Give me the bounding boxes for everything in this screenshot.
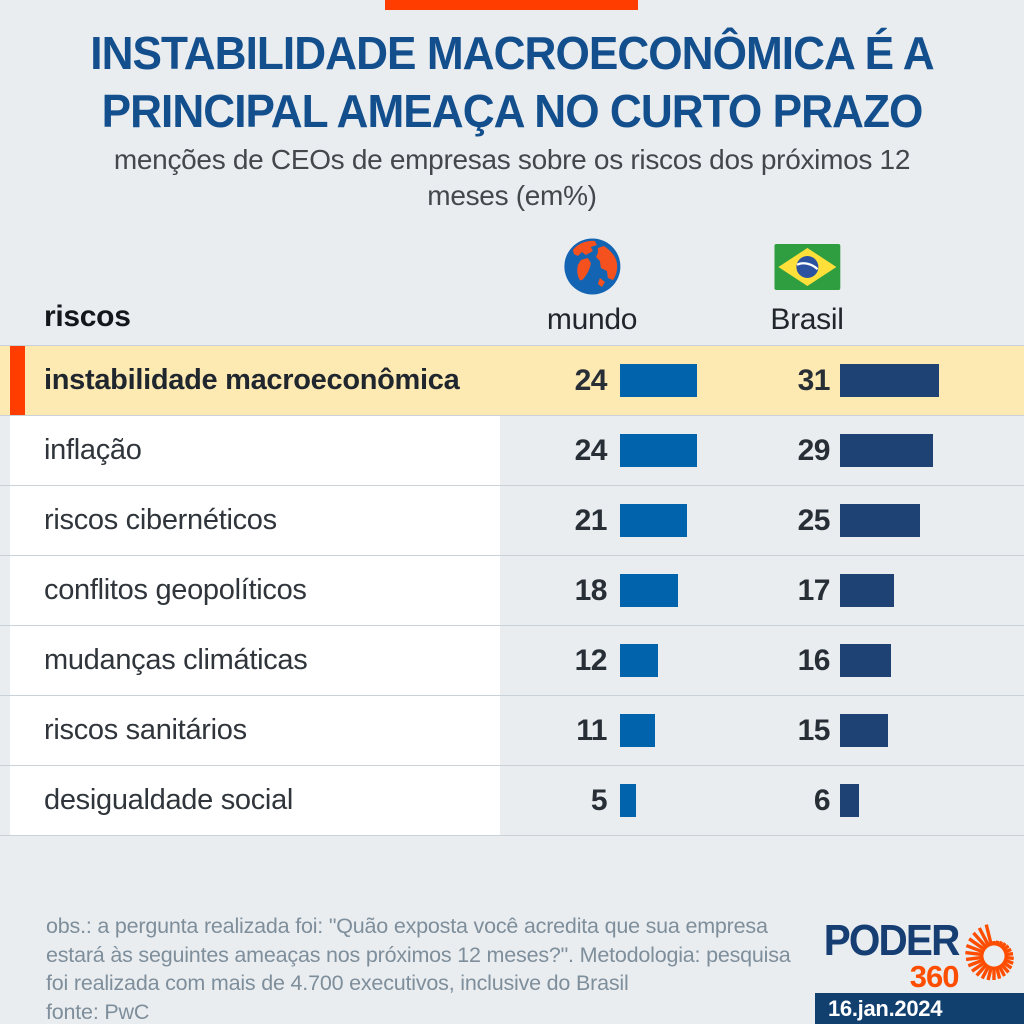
brazil-bar xyxy=(840,434,933,467)
subtitle-line-1: menções de CEOs de empresas sobre os ris… xyxy=(113,144,911,175)
world-bar xyxy=(620,434,697,467)
risk-label: conflitos geopolíticos xyxy=(10,556,500,625)
table-row: inflação 24 29 xyxy=(0,415,1024,485)
table-row: instabilidade macroeconômica 24 31 xyxy=(0,345,1024,415)
footnote-line-3: foi realizada com mais de 4.700 executiv… xyxy=(46,971,629,995)
world-value: 21 xyxy=(574,503,608,537)
date-badge: 16.jan.2024 xyxy=(815,993,1024,1024)
risk-label: instabilidade macroeconômica xyxy=(44,364,460,396)
poder360-logo: PODER 360 xyxy=(812,916,1024,994)
brazil-bar xyxy=(840,714,888,747)
world-bar xyxy=(620,714,655,747)
world-value: 18 xyxy=(574,573,608,607)
risk-label: inflação xyxy=(10,416,500,485)
world-bar xyxy=(620,364,697,397)
risk-label: desigualdade social xyxy=(10,766,500,835)
risk-label: mudanças climáticas xyxy=(10,626,500,695)
footnote: obs.: a pergunta realizada foi: "Quão ex… xyxy=(46,912,791,1024)
column-header-world: mundo xyxy=(547,238,637,337)
brazil-bar xyxy=(840,364,939,397)
column-header-brazil: Brasil xyxy=(770,244,844,337)
page-title: INSTABILIDADE MACROECONÔMICA É A PRINCIP… xyxy=(20,24,1003,140)
brazil-value: 25 xyxy=(797,503,831,537)
world-bar xyxy=(620,504,687,537)
brand-360: 360 xyxy=(909,959,960,994)
title-line-1: INSTABILIDADE MACROECONÔMICA É A xyxy=(90,27,934,79)
page-subtitle: menções de CEOs de empresas sobre os ris… xyxy=(0,142,1024,214)
footnote-line-2: estará às seguintes ameaças nos próximos… xyxy=(46,942,791,967)
column-header-world-label: mundo xyxy=(546,303,638,336)
brazil-bar xyxy=(840,504,920,537)
world-bar xyxy=(620,784,636,817)
table-row: desigualdade social 5 6 xyxy=(0,765,1024,835)
risk-table-rows: instabilidade macroeconômica 24 31 infla… xyxy=(0,345,1024,836)
title-line-2: PRINCIPAL AMEAÇA NO CURTO PRAZO xyxy=(101,85,924,137)
world-value: 11 xyxy=(576,713,607,747)
risk-label: riscos cibernéticos xyxy=(10,486,500,555)
world-bar xyxy=(620,644,658,677)
top-accent-bar xyxy=(385,0,638,10)
brazil-bar xyxy=(840,784,859,817)
risk-label: riscos sanitários xyxy=(10,696,500,765)
world-value: 5 xyxy=(590,783,608,817)
column-header-brazil-label: Brasil xyxy=(770,303,844,336)
world-value: 24 xyxy=(574,433,608,467)
sunburst-icon xyxy=(965,924,1015,981)
brand-name: PODER xyxy=(823,916,961,965)
column-header-risks: riscos xyxy=(44,300,131,333)
brazil-value: 17 xyxy=(797,573,831,607)
brazil-value: 16 xyxy=(797,643,831,677)
table-row: conflitos geopolíticos 18 17 xyxy=(0,555,1024,625)
brazil-value: 15 xyxy=(797,713,831,747)
world-value: 12 xyxy=(574,643,608,677)
brazil-value: 31 xyxy=(797,363,831,397)
brazil-value: 6 xyxy=(813,783,831,817)
brazil-value: 29 xyxy=(797,433,831,467)
brazil-bar xyxy=(840,644,891,677)
world-bar xyxy=(620,574,678,607)
globe-icon xyxy=(563,238,620,295)
table-row: mudanças climáticas 12 16 xyxy=(0,625,1024,695)
table-row: riscos sanitários 11 15 xyxy=(0,695,1024,765)
table-row: riscos cibernéticos 21 25 xyxy=(0,485,1024,555)
subtitle-line-2: meses (em%) xyxy=(427,180,597,211)
row-highlight-accent-bar xyxy=(10,346,25,415)
world-value: 24 xyxy=(574,363,608,397)
brazil-bar xyxy=(840,574,894,607)
source-line: fonte: PwC xyxy=(46,999,150,1024)
brazil-flag-icon xyxy=(774,244,840,290)
footnote-line-1: obs.: a pergunta realizada foi: "Quão ex… xyxy=(46,914,768,938)
